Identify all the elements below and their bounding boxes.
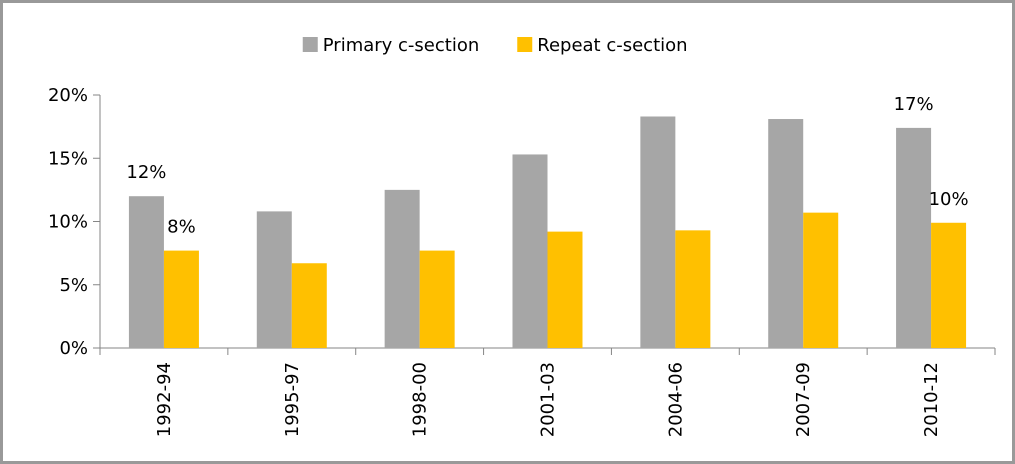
y-tick-label: 0% bbox=[59, 338, 88, 359]
data-label: 10% bbox=[929, 189, 969, 210]
bar bbox=[547, 231, 583, 348]
bar bbox=[512, 154, 548, 348]
x-tick-label: 2007-09 bbox=[793, 362, 814, 437]
legend-label: Repeat c-section bbox=[537, 35, 687, 56]
x-tick-label: 2001-03 bbox=[538, 362, 559, 437]
bar bbox=[896, 127, 932, 348]
bar bbox=[291, 263, 327, 348]
x-tick-label: 1992-94 bbox=[154, 362, 175, 437]
x-tick-label: 1995-97 bbox=[282, 362, 303, 437]
bar bbox=[384, 189, 420, 348]
bar bbox=[768, 119, 804, 348]
data-label: 17% bbox=[894, 94, 934, 115]
data-label: 12% bbox=[126, 162, 166, 183]
bar bbox=[128, 196, 164, 348]
bar bbox=[675, 230, 711, 348]
bar bbox=[640, 116, 676, 348]
legend-label: Primary c-section bbox=[323, 35, 480, 56]
data-label: 8% bbox=[167, 217, 196, 238]
x-tick-label: 2010-12 bbox=[921, 362, 942, 437]
bar bbox=[931, 222, 967, 348]
legend-swatch bbox=[517, 37, 533, 52]
y-tick-label: 10% bbox=[48, 212, 88, 233]
bar bbox=[163, 250, 199, 348]
bar bbox=[419, 250, 455, 348]
x-tick-label: 2004-06 bbox=[665, 362, 686, 437]
y-tick-label: 20% bbox=[48, 85, 88, 106]
y-tick-label: 15% bbox=[48, 148, 88, 169]
legend-swatch bbox=[302, 37, 318, 52]
y-tick-label: 5% bbox=[59, 275, 88, 296]
x-tick-label: 1998-00 bbox=[410, 362, 431, 437]
bar bbox=[256, 211, 292, 348]
bar bbox=[803, 212, 839, 348]
